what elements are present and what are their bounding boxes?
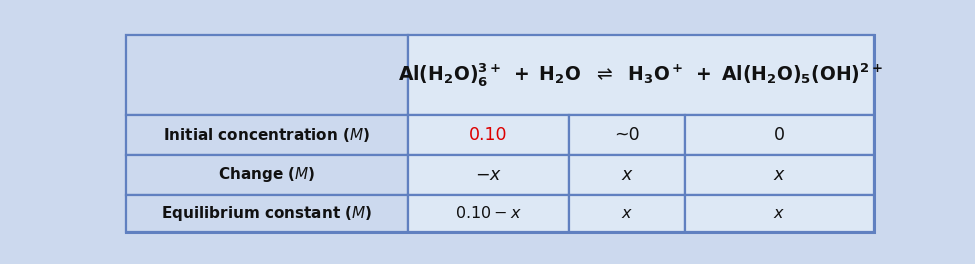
- Text: $\mathbf{Change\ (\mathit{M})}$: $\mathbf{Change\ (\mathit{M})}$: [218, 166, 315, 185]
- FancyBboxPatch shape: [126, 35, 874, 232]
- FancyBboxPatch shape: [408, 195, 569, 232]
- FancyBboxPatch shape: [684, 155, 874, 195]
- FancyBboxPatch shape: [684, 195, 874, 232]
- Text: 0.10: 0.10: [469, 126, 508, 144]
- Text: $x$: $x$: [620, 166, 634, 184]
- FancyBboxPatch shape: [569, 155, 684, 195]
- Text: ~0: ~0: [614, 126, 640, 144]
- Text: $-x$: $-x$: [475, 166, 502, 184]
- Text: $x$: $x$: [773, 166, 786, 184]
- Text: 0: 0: [774, 126, 785, 144]
- FancyBboxPatch shape: [408, 115, 569, 155]
- FancyBboxPatch shape: [569, 195, 684, 232]
- FancyBboxPatch shape: [126, 115, 408, 155]
- Text: $\mathbf{Equilibrium\ constant\ (\mathit{M})}$: $\mathbf{Equilibrium\ constant\ (\mathit…: [161, 204, 372, 223]
- FancyBboxPatch shape: [569, 115, 684, 155]
- Text: $x$: $x$: [773, 206, 785, 221]
- Text: $x$: $x$: [621, 206, 633, 221]
- FancyBboxPatch shape: [126, 195, 408, 232]
- Text: $\mathbf{Al(H_2O)_6^{3+}}$$\mathbf{\ +\ H_2O}$$\ \ \rightleftharpoons\ \ $$\math: $\mathbf{Al(H_2O)_6^{3+}}$$\mathbf{\ +\ …: [398, 61, 883, 88]
- FancyBboxPatch shape: [408, 35, 874, 115]
- FancyBboxPatch shape: [126, 35, 408, 115]
- FancyBboxPatch shape: [684, 115, 874, 155]
- Text: $0.10-x$: $0.10-x$: [455, 205, 522, 221]
- Text: $\mathbf{Initial\ concentration\ (\mathit{M})}$: $\mathbf{Initial\ concentration\ (\mathi…: [163, 126, 370, 144]
- FancyBboxPatch shape: [126, 155, 408, 195]
- FancyBboxPatch shape: [408, 155, 569, 195]
